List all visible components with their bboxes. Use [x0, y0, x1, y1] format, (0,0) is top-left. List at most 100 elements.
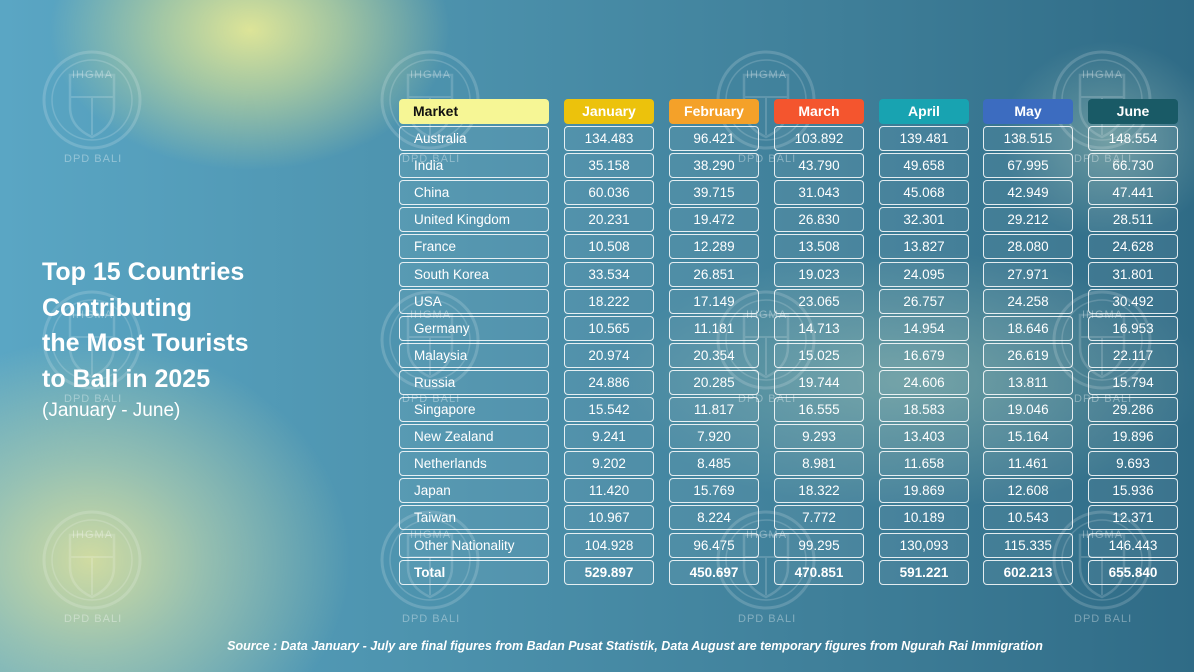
row-value-cell: 13.811 — [983, 370, 1073, 395]
row-value-cell: 10.189 — [879, 505, 969, 530]
row-value-cell: 9.293 — [774, 424, 864, 449]
row-value-cell: 29.286 — [1088, 397, 1178, 422]
watermark-badge-text: IHGMA — [72, 69, 113, 81]
row-value-cell: 115.335 — [983, 533, 1073, 558]
watermark-badge-text: IHGMA — [1082, 69, 1123, 81]
total-value-cell: 602.213 — [983, 560, 1073, 585]
row-value-cell: 139.481 — [879, 126, 969, 151]
row-value-cell: 20.974 — [564, 343, 654, 368]
row-value-cell: 19.896 — [1088, 424, 1178, 449]
row-value-cell: 13.827 — [879, 234, 969, 259]
row-value-cell: 15.794 — [1088, 370, 1178, 395]
row-value-cell: 148.554 — [1088, 126, 1178, 151]
row-value-cell: 10.967 — [564, 505, 654, 530]
row-value-cell: 13.403 — [879, 424, 969, 449]
row-value-cell: 16.953 — [1088, 316, 1178, 341]
row-market-cell: France — [399, 234, 549, 259]
row-market-cell: South Korea — [399, 262, 549, 287]
row-value-cell: 104.928 — [564, 533, 654, 558]
row-market-cell: Taiwan — [399, 505, 549, 530]
row-value-cell: 15.769 — [669, 478, 759, 503]
watermark-caption: DPD BALI — [402, 613, 460, 625]
watermark-caption: DPD BALI — [64, 613, 122, 625]
row-value-cell: 19.472 — [669, 207, 759, 232]
row-value-cell: 9.202 — [564, 451, 654, 476]
row-value-cell: 39.715 — [669, 180, 759, 205]
source-note: Source : Data January - July are final f… — [0, 639, 1194, 653]
row-value-cell: 43.790 — [774, 153, 864, 178]
watermark-caption: DPD BALI — [64, 153, 122, 165]
total-value-cell: 470.851 — [774, 560, 864, 585]
row-value-cell: 28.511 — [1088, 207, 1178, 232]
row-value-cell: 11.181 — [669, 316, 759, 341]
row-value-cell: 8.981 — [774, 451, 864, 476]
row-value-cell: 134.483 — [564, 126, 654, 151]
row-market-cell: Australia — [399, 126, 549, 151]
row-value-cell: 29.212 — [983, 207, 1073, 232]
row-value-cell: 26.619 — [983, 343, 1073, 368]
total-value-cell: 655.840 — [1088, 560, 1178, 585]
row-market-cell: Singapore — [399, 397, 549, 422]
row-value-cell: 15.164 — [983, 424, 1073, 449]
row-value-cell: 103.892 — [774, 126, 864, 151]
row-market-cell: China — [399, 180, 549, 205]
row-market-cell: Russia — [399, 370, 549, 395]
watermark-caption: DPD BALI — [738, 613, 796, 625]
row-value-cell: 11.658 — [879, 451, 969, 476]
row-value-cell: 35.158 — [564, 153, 654, 178]
row-market-cell: Japan — [399, 478, 549, 503]
row-value-cell: 10.508 — [564, 234, 654, 259]
row-value-cell: 15.025 — [774, 343, 864, 368]
subtitle: (January - June) — [42, 397, 248, 425]
row-value-cell: 26.851 — [669, 262, 759, 287]
row-value-cell: 7.772 — [774, 505, 864, 530]
row-value-cell: 12.371 — [1088, 505, 1178, 530]
row-value-cell: 24.628 — [1088, 234, 1178, 259]
row-value-cell: 47.441 — [1088, 180, 1178, 205]
title-line-4: to Bali in 2025 — [42, 362, 248, 398]
row-value-cell: 11.461 — [983, 451, 1073, 476]
row-value-cell: 27.971 — [983, 262, 1073, 287]
row-value-cell: 96.421 — [669, 126, 759, 151]
title-line-1: Top 15 Countries — [42, 255, 248, 291]
row-value-cell: 24.095 — [879, 262, 969, 287]
row-value-cell: 8.224 — [669, 505, 759, 530]
row-value-cell: 12.289 — [669, 234, 759, 259]
row-value-cell: 67.995 — [983, 153, 1073, 178]
row-value-cell: 14.954 — [879, 316, 969, 341]
row-value-cell: 19.869 — [879, 478, 969, 503]
row-value-cell: 20.285 — [669, 370, 759, 395]
row-value-cell: 15.936 — [1088, 478, 1178, 503]
row-value-cell: 20.231 — [564, 207, 654, 232]
row-value-cell: 42.949 — [983, 180, 1073, 205]
total-label-cell: Total — [399, 560, 549, 585]
row-value-cell: 28.080 — [983, 234, 1073, 259]
row-value-cell: 96.475 — [669, 533, 759, 558]
row-value-cell: 14.713 — [774, 316, 864, 341]
row-value-cell: 26.830 — [774, 207, 864, 232]
row-value-cell: 16.679 — [879, 343, 969, 368]
row-value-cell: 11.817 — [669, 397, 759, 422]
row-value-cell: 15.542 — [564, 397, 654, 422]
header-january: January — [564, 99, 654, 124]
row-value-cell: 66.730 — [1088, 153, 1178, 178]
row-value-cell: 60.036 — [564, 180, 654, 205]
row-value-cell: 17.149 — [669, 289, 759, 314]
header-may: May — [983, 99, 1073, 124]
row-market-cell: Netherlands — [399, 451, 549, 476]
header-june: June — [1088, 99, 1178, 124]
header-april: April — [879, 99, 969, 124]
row-value-cell: 33.534 — [564, 262, 654, 287]
header-market: Market — [399, 99, 549, 124]
row-value-cell: 7.920 — [669, 424, 759, 449]
row-value-cell: 99.295 — [774, 533, 864, 558]
row-value-cell: 24.258 — [983, 289, 1073, 314]
row-value-cell: 11.420 — [564, 478, 654, 503]
total-value-cell: 450.697 — [669, 560, 759, 585]
row-value-cell: 8.485 — [669, 451, 759, 476]
watermark-badge-text: IHGMA — [746, 69, 787, 81]
row-market-cell: United Kingdom — [399, 207, 549, 232]
row-value-cell: 24.606 — [879, 370, 969, 395]
header-february: February — [669, 99, 759, 124]
row-value-cell: 9.693 — [1088, 451, 1178, 476]
